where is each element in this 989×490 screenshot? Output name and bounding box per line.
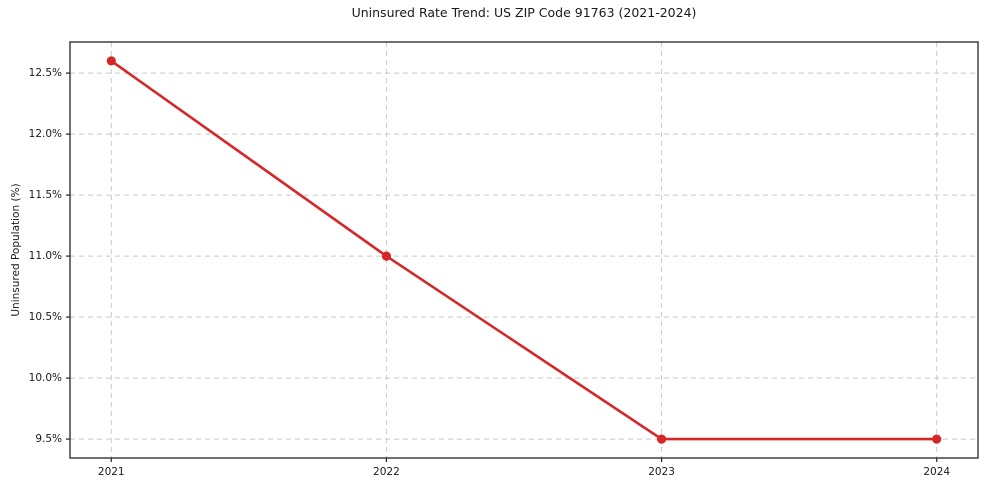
chart-title: Uninsured Rate Trend: US ZIP Code 91763 …	[351, 5, 697, 20]
y-tick-label: 11.0%	[28, 250, 62, 263]
y-tick-label: 11.5%	[28, 189, 62, 202]
data-point-marker	[657, 434, 667, 444]
x-tick-label: 2022	[373, 466, 400, 478]
data-point-marker	[106, 56, 116, 66]
data-point-marker	[381, 251, 391, 261]
x-tick-label: 2024	[923, 466, 951, 478]
plot-border	[69, 41, 979, 459]
y-tick-label: 12.0%	[28, 128, 62, 141]
y-tick-label: 10.5%	[28, 311, 62, 324]
y-tick-label: 9.5%	[35, 433, 62, 446]
y-tick-label: 12.5%	[28, 67, 62, 80]
x-tick-label: 2021	[97, 466, 125, 478]
trend-line	[110, 59, 939, 441]
data-point-marker	[932, 434, 942, 444]
y-tick-label: 10.0%	[28, 372, 62, 385]
x-tick-label: 2023	[648, 466, 675, 478]
